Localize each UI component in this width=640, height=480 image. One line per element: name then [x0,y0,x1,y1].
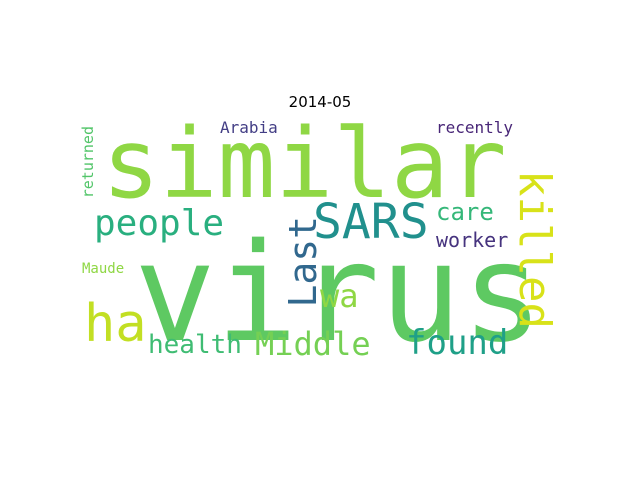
word-arabia: Arabia [220,120,278,137]
word-virus: virus [134,215,544,360]
plot-title: 2014-05 [288,93,352,111]
word-middle: Middle [255,325,371,360]
word-maude: Maude [82,261,125,277]
word-killed: killed [509,170,560,329]
word-care: care [436,198,494,226]
word-recently: recently [436,120,514,137]
word-health: health [148,330,242,360]
word-worker: worker [436,228,509,252]
word-wa: wa [320,277,359,315]
word-sars: SARS [313,194,429,250]
word-ha: ha [84,294,147,354]
word-similar: similar [102,120,507,220]
word-cloud: similar virus people SARS Last killed ca… [80,120,560,360]
word-found: found [406,323,509,360]
word-returned: returned [80,126,97,199]
word-last: Last [281,216,325,308]
word-people: people [94,203,225,244]
